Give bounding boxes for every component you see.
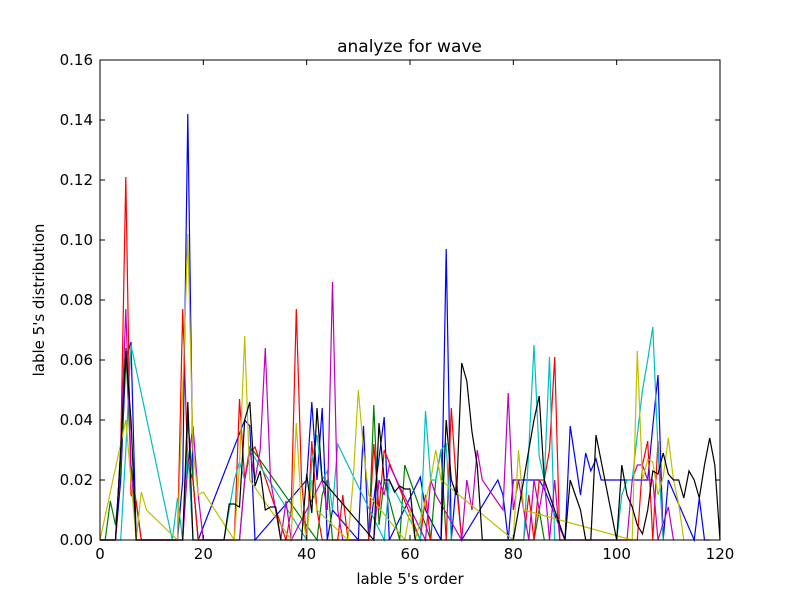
y-tick-label: 0.00 xyxy=(60,531,93,549)
y-tick-label: 0.14 xyxy=(60,111,93,129)
y-tick-label: 0.06 xyxy=(60,351,93,369)
series-line-3 xyxy=(100,176,664,541)
y-axis-label: lable 5's distribution xyxy=(30,224,48,377)
y-tick-label: 0.04 xyxy=(60,411,93,429)
x-tick-label: 40 xyxy=(297,545,316,563)
series-line-6 xyxy=(99,233,685,542)
x-tick-label: 120 xyxy=(706,545,735,563)
series-line-7 xyxy=(100,350,721,542)
y-tick-label: 0.08 xyxy=(60,291,93,309)
y-tick-label: 0.12 xyxy=(60,171,93,189)
x-axis: 0 20 40 60 80 100 120 xyxy=(95,60,734,563)
y-tick-label: 0.10 xyxy=(60,231,93,249)
x-axis-label: lable 5's order xyxy=(356,570,464,588)
y-axis: 0.00 0.02 0.04 0.06 0.08 0.10 0.12 0.14 0.16 xyxy=(60,51,720,549)
x-tick-label: 20 xyxy=(194,545,213,563)
series-layer xyxy=(99,113,721,543)
x-tick-label: 80 xyxy=(504,545,523,563)
y-tick-label: 0.16 xyxy=(60,51,93,69)
y-tick-label: 0.02 xyxy=(60,471,93,489)
x-tick-label: 60 xyxy=(400,545,419,563)
series-line-5 xyxy=(100,281,675,543)
chart-title: analyze for wave xyxy=(337,37,482,57)
x-tick-label: 100 xyxy=(602,545,631,563)
x-tick-label: 0 xyxy=(95,545,105,563)
